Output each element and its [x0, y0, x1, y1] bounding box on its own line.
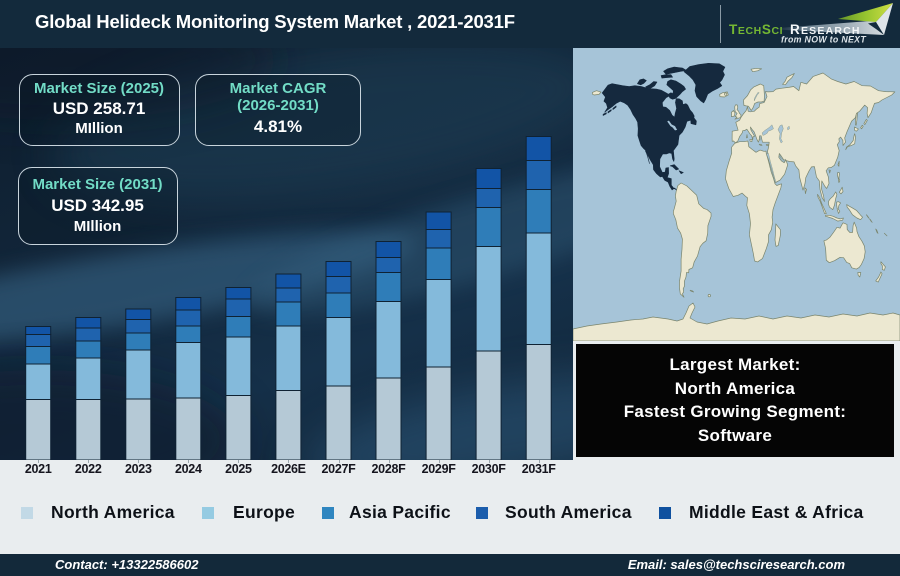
svg-text:TECHSCI: TECHSCI [729, 22, 783, 37]
svg-text:from NOW to NEXT: from NOW to NEXT [781, 35, 866, 45]
svg-text:RESEARCH: RESEARCH [790, 22, 861, 37]
